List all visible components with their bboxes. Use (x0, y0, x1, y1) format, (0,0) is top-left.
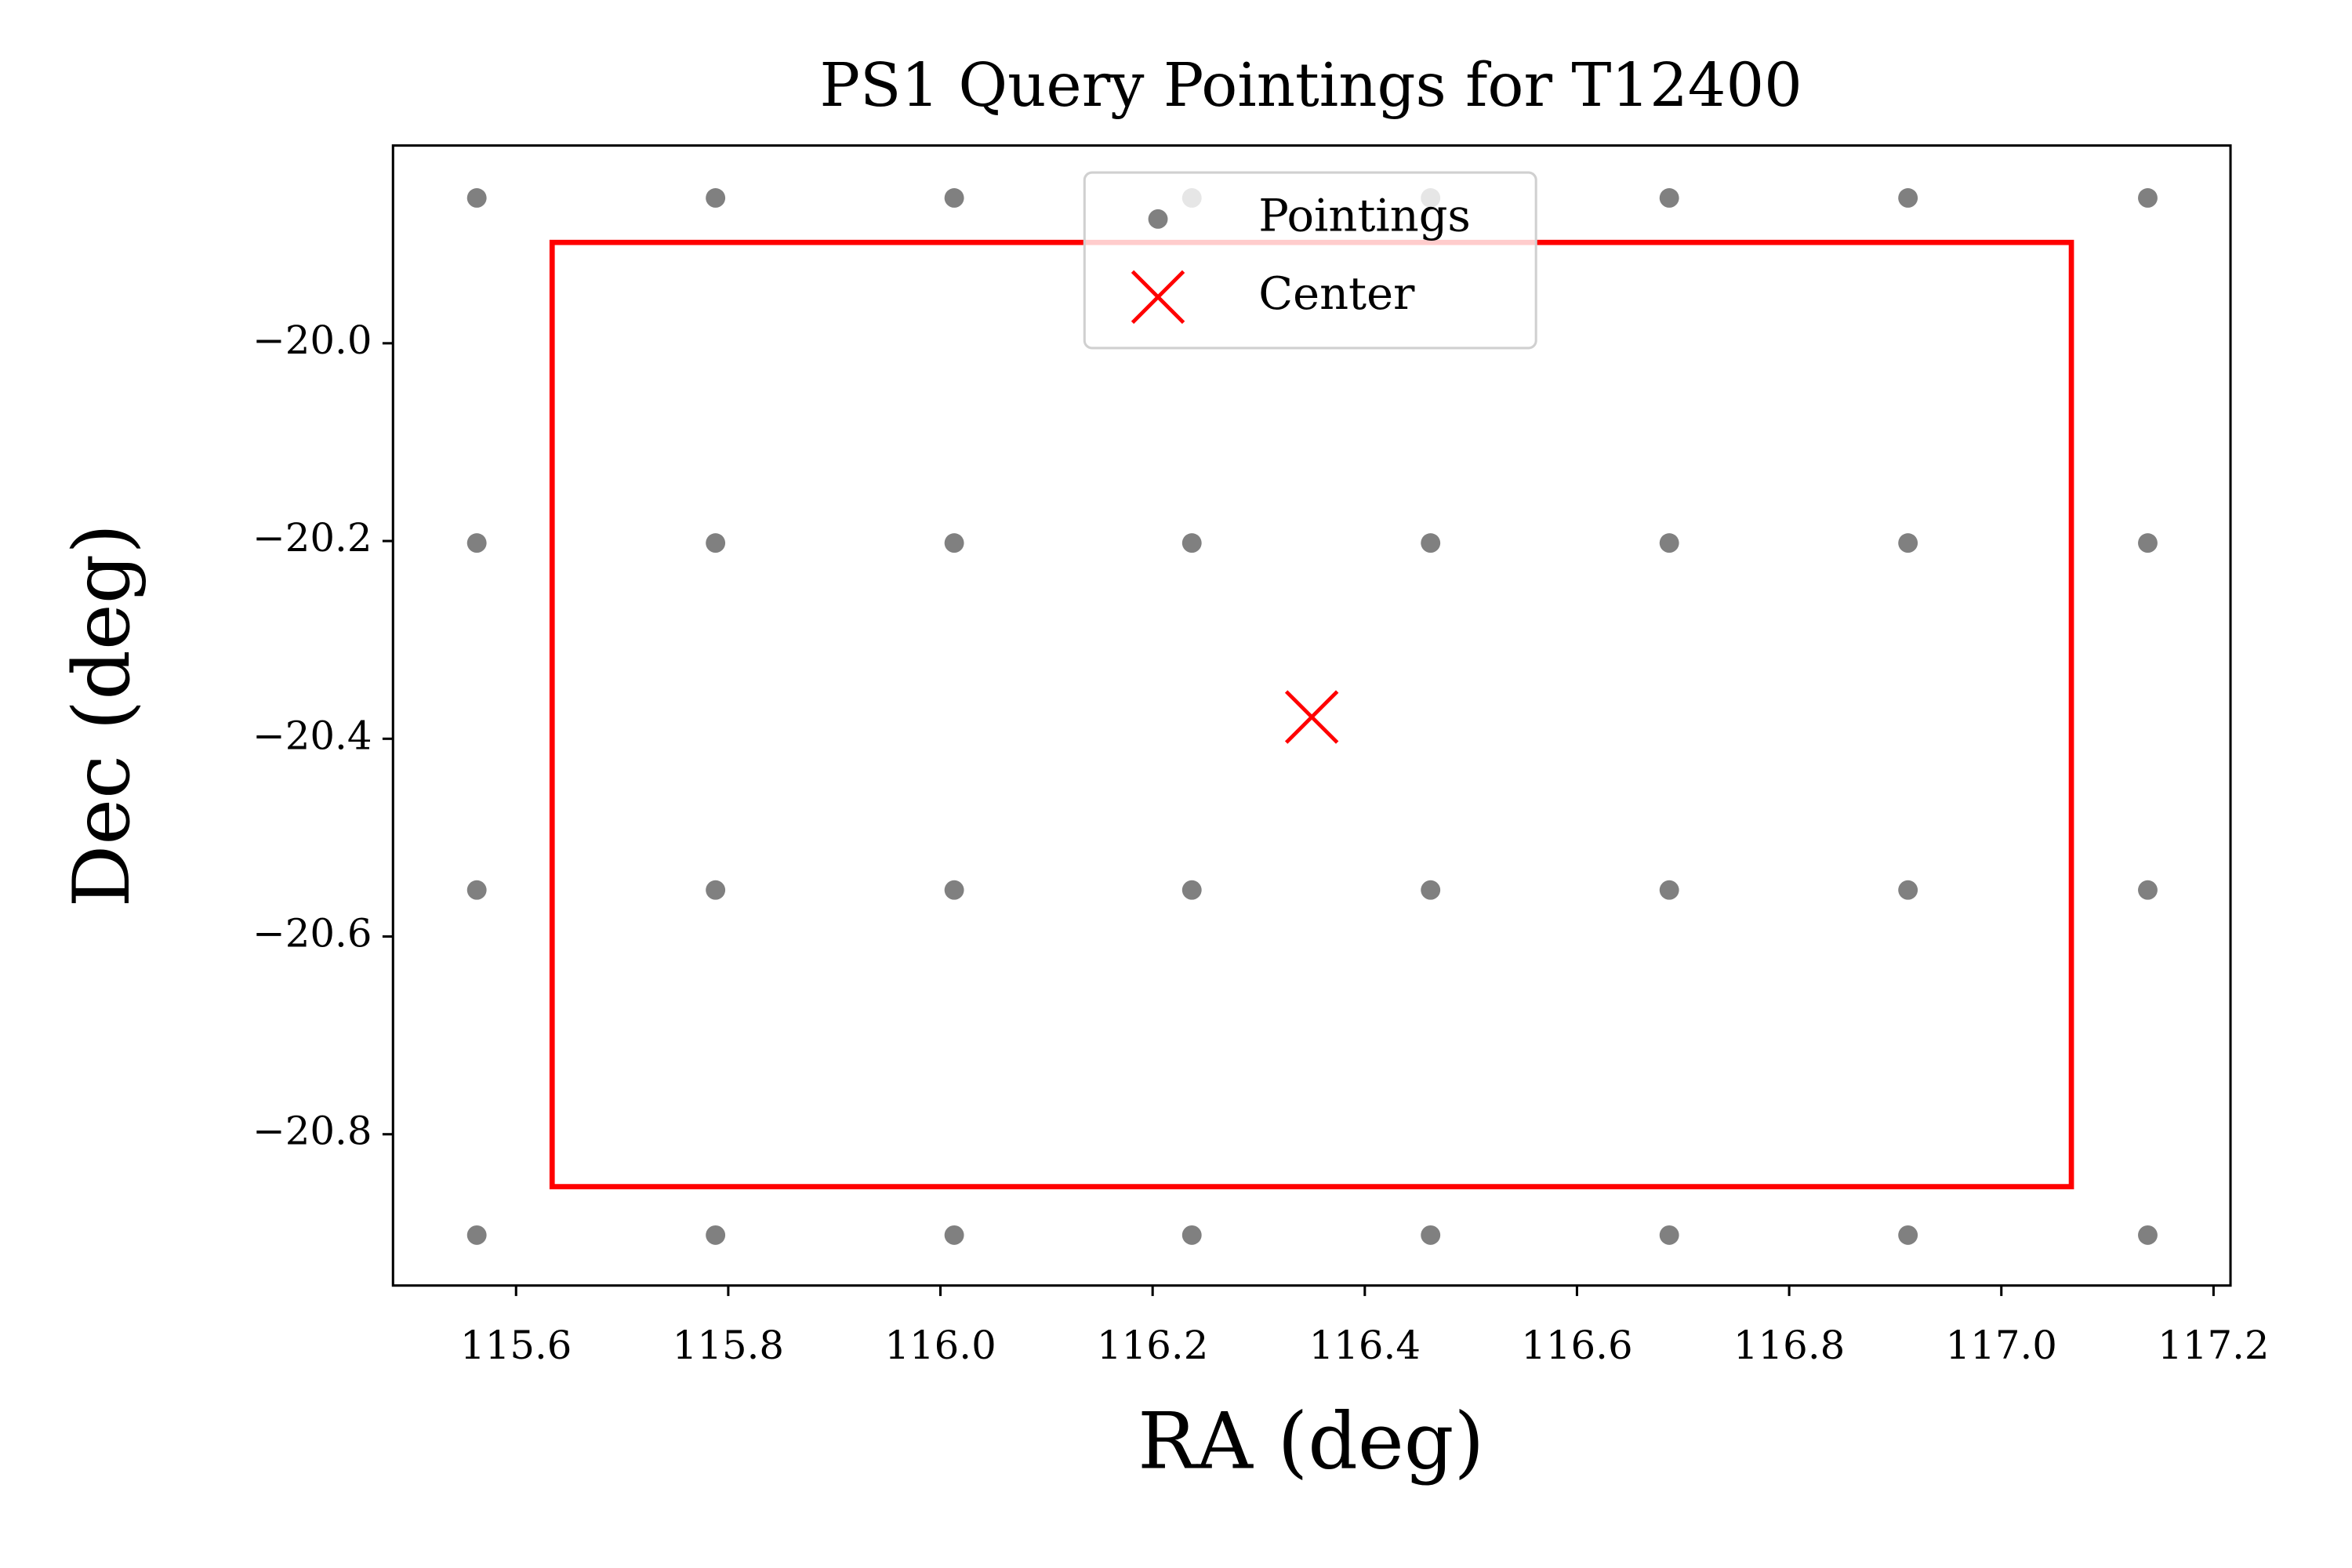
x-tick-label: 116.8 (1733, 1323, 1845, 1368)
x-tick-label: 115.6 (460, 1323, 572, 1368)
point (1659, 533, 1679, 554)
point (1659, 1225, 1679, 1245)
y-tick-label: −20.6 (252, 911, 372, 956)
point (1181, 880, 1202, 900)
point (466, 533, 487, 554)
point (1898, 880, 1918, 900)
chart-title: PS1 Query Pointings for T12400 (820, 51, 1802, 121)
point (1659, 880, 1679, 900)
point (1421, 533, 1441, 554)
point (944, 533, 964, 554)
x-tick-label: 115.8 (673, 1323, 784, 1368)
point (466, 188, 487, 208)
y-tick-label: −20.0 (252, 318, 372, 363)
y-axis-label: Dec (deg) (57, 524, 147, 908)
point (2138, 880, 2158, 900)
point (706, 188, 726, 208)
legend-marker (1131, 270, 1185, 325)
x-tick-label: 116.0 (884, 1323, 996, 1368)
x-tick-label: 117.0 (1946, 1323, 2057, 1368)
legend-marker (1148, 209, 1168, 229)
x-tick-label: 117.2 (2158, 1323, 2269, 1368)
point (1421, 880, 1441, 900)
x-tick-label: 116.6 (1521, 1323, 1632, 1368)
point (1898, 533, 1918, 554)
point (1284, 690, 1339, 744)
point (706, 533, 726, 554)
point (1898, 1225, 1918, 1245)
point (944, 880, 964, 900)
point (2138, 533, 2158, 554)
x-tick-label: 116.4 (1309, 1323, 1421, 1368)
point (1421, 1225, 1441, 1245)
x-tick-label: 116.2 (1097, 1323, 1208, 1368)
point (706, 880, 726, 900)
point (944, 1225, 964, 1245)
point (1898, 188, 1918, 208)
legend-box (1083, 171, 1537, 350)
legend-label: Pointings (1258, 189, 1471, 241)
point (706, 1225, 726, 1245)
point (1659, 188, 1679, 208)
point (466, 1225, 487, 1245)
point (2138, 1225, 2158, 1245)
legend-label: Center (1258, 267, 1415, 320)
point (1181, 533, 1202, 554)
plot-frame (391, 144, 2232, 1287)
point (944, 188, 964, 208)
y-tick-label: −20.2 (252, 515, 372, 561)
point (2138, 188, 2158, 208)
y-tick-label: −20.4 (252, 713, 372, 758)
point (466, 880, 487, 900)
x-axis-label: RA (deg) (1138, 1396, 1484, 1486)
point (1181, 1225, 1202, 1245)
y-tick-label: −20.8 (252, 1109, 372, 1154)
